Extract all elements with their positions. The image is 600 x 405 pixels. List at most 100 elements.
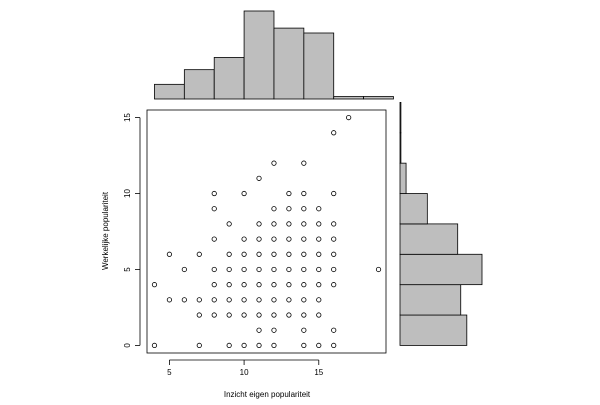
scatter-point <box>226 266 232 273</box>
right-histogram-bar <box>399 314 468 346</box>
right-histogram-bar <box>399 162 407 194</box>
scatter-point <box>316 206 322 212</box>
scatter-point <box>331 282 337 288</box>
top-histogram-bar <box>303 32 335 100</box>
right-histogram-bar <box>399 253 483 286</box>
scatter-point <box>301 190 307 197</box>
right-histogram <box>399 102 483 346</box>
scatter-point <box>271 206 277 212</box>
top-histogram-bar <box>363 96 394 100</box>
scatter-point <box>301 251 307 257</box>
scatter-point <box>301 312 307 318</box>
scatter-point <box>256 221 262 227</box>
scatter-point <box>256 236 262 242</box>
top-histogram <box>154 10 394 100</box>
scatter-point <box>226 312 232 318</box>
scatter-point <box>286 221 292 227</box>
scatter-point <box>316 297 322 303</box>
x-tick-label: 5 <box>167 368 172 377</box>
scatter-point <box>286 236 292 242</box>
scatter-point <box>286 206 292 212</box>
scatter-point <box>316 221 322 227</box>
scatter-point <box>211 190 217 197</box>
scatter-point <box>256 327 262 333</box>
scatter-point <box>256 312 262 318</box>
scatter-point <box>301 266 307 273</box>
scatter-point <box>316 342 322 349</box>
scatter-point <box>271 266 277 273</box>
right-histogram-bar <box>399 132 402 164</box>
y-tick-label: 10 <box>123 189 132 198</box>
x-axis-title: Inzicht eigen populariteit <box>224 390 311 399</box>
right-histogram-bar <box>399 284 462 316</box>
scatter-point <box>271 282 277 288</box>
scatter-point <box>301 327 307 333</box>
scatter-point <box>226 282 232 288</box>
scatter-point <box>301 206 307 212</box>
scatter-point <box>316 251 322 257</box>
x-axis: 5 10 15 <box>167 359 324 377</box>
scatter-point <box>331 221 337 227</box>
scatter-point <box>241 190 247 197</box>
scatter-point <box>211 206 217 212</box>
scatter-point <box>301 342 307 349</box>
scatter-point <box>331 266 337 273</box>
scatter-point <box>241 236 247 242</box>
scatter-point <box>301 160 307 166</box>
scatter-points <box>151 114 382 349</box>
y-tick-label: 0 <box>123 343 132 348</box>
scatter-point <box>346 114 352 121</box>
scatter-point <box>226 297 232 303</box>
scatter-point <box>181 266 187 273</box>
scatter-point <box>211 266 217 273</box>
scatter-point <box>271 221 277 227</box>
scatter-point <box>151 342 158 349</box>
right-histogram-bar <box>399 223 459 255</box>
top-histogram-bar <box>273 27 305 100</box>
scatter-point <box>241 266 247 273</box>
scatter-point <box>166 251 173 257</box>
scatter-point <box>256 297 262 303</box>
scatter-point <box>226 221 232 227</box>
y-tick-label: 5 <box>123 267 132 272</box>
scatter-point <box>271 342 277 349</box>
scatter-point <box>286 266 292 273</box>
scatter-point <box>331 236 337 242</box>
scatter-point <box>301 282 307 288</box>
scatter-point <box>241 342 247 349</box>
scatter-point <box>331 342 337 349</box>
top-histogram-bar <box>243 10 275 100</box>
scatter-point <box>241 251 247 257</box>
scatter-point <box>241 297 247 303</box>
scatter-point <box>181 297 187 303</box>
scatter-point <box>241 282 247 288</box>
scatter-point <box>256 251 262 257</box>
scatter-point <box>331 251 337 257</box>
scatter-point <box>256 342 262 349</box>
scatter-point <box>375 266 382 273</box>
scatter-point <box>301 221 307 227</box>
plot-frame <box>146 109 387 354</box>
scatter-point <box>286 312 292 318</box>
top-histogram-bar <box>183 69 215 100</box>
scatter-point <box>151 282 158 288</box>
scatter-point <box>226 342 232 349</box>
scatter-point <box>286 297 292 303</box>
x-tick-label: 15 <box>314 368 323 377</box>
scatter-point <box>211 236 217 242</box>
scatter-point <box>211 297 217 303</box>
scatter-point <box>271 236 277 242</box>
scatter-point <box>301 236 307 242</box>
top-histogram-bar <box>154 83 185 100</box>
scatter-point <box>256 282 262 288</box>
scatter-point <box>316 312 322 318</box>
scatter-point <box>211 282 217 288</box>
scatter-point <box>211 312 217 318</box>
scatter-point <box>256 266 262 273</box>
scatter-point <box>196 297 202 303</box>
scatter-point <box>286 282 292 288</box>
y-axis: 0 5 10 15 <box>123 113 141 348</box>
x-tick-label: 10 <box>240 368 249 377</box>
